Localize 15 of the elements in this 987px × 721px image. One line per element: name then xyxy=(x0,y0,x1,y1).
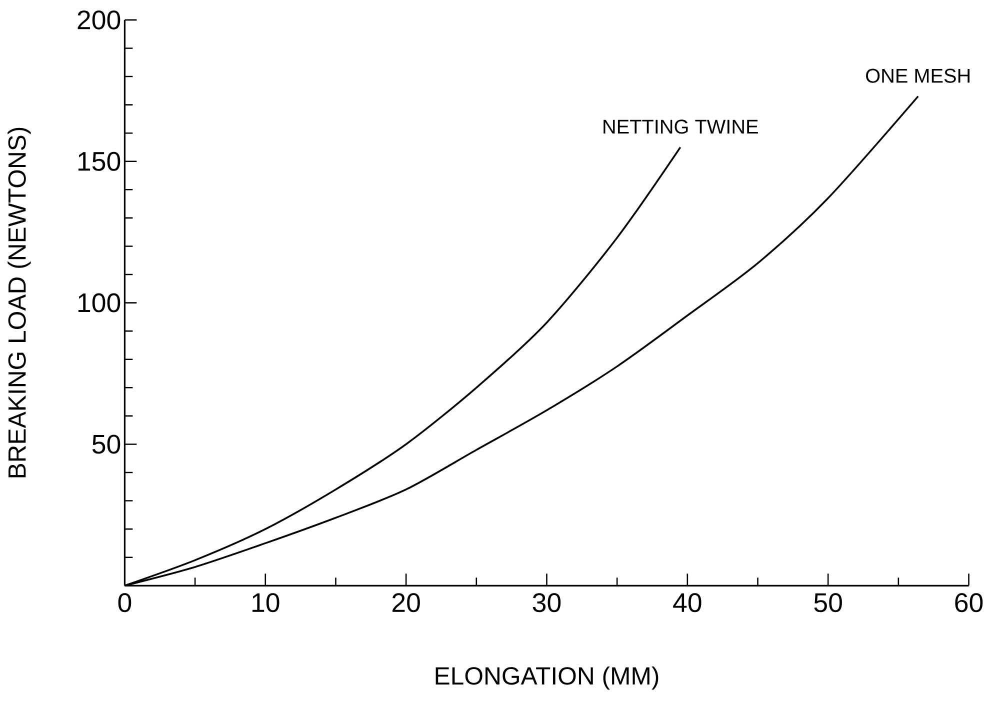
y-axis-title: BREAKING LOAD (NEWTONS) xyxy=(8,128,31,478)
x-tick-label: 20 xyxy=(392,592,420,612)
series-label: NETTING TWINE xyxy=(604,120,758,134)
series-label: ONE MESH xyxy=(866,68,970,83)
x-tick-label: 40 xyxy=(673,592,702,612)
y-tick-label: 50 xyxy=(92,434,120,454)
y-tick-label: 150 xyxy=(78,152,120,171)
x-tick-label: 10 xyxy=(252,592,280,612)
y-tick-label: 100 xyxy=(78,293,120,312)
x-tick-label: 50 xyxy=(814,592,842,612)
y-tick-label: 200 xyxy=(78,10,120,30)
x-axis-title: ELONGATION (MM) xyxy=(436,666,658,690)
x-tick-label: 60 xyxy=(955,592,983,612)
x-tick-label: 30 xyxy=(532,592,561,612)
x-tick-label: 0 xyxy=(118,592,132,612)
